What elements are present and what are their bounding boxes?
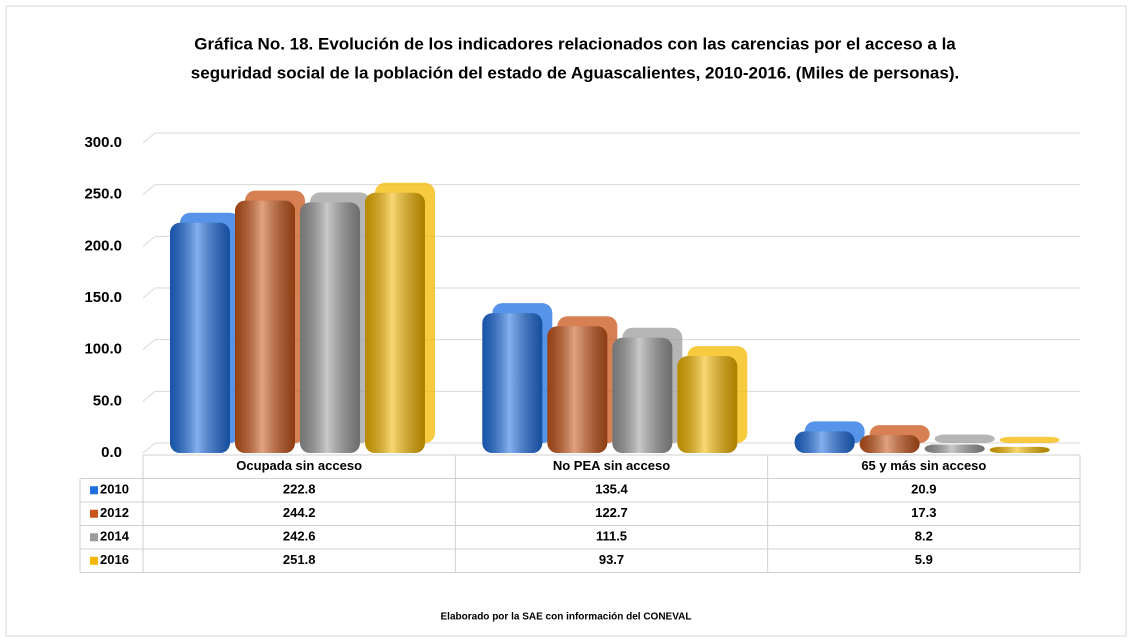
y-tick-label: 250.0 [84,186,122,203]
source-note: Elaborado por la SAE con información del… [441,612,692,623]
bar-shine [170,222,230,453]
bar-shine [859,435,920,453]
grid-line [142,287,1080,299]
bar-depth [999,436,1060,443]
x-tick-label: No PEA sin acceso [553,458,670,473]
bar-depth [934,434,995,443]
bar-shine [989,446,1050,453]
legend-swatch [90,509,98,518]
bar-shine [794,431,855,453]
table-value: 251.8 [283,552,316,567]
table-value: 135.4 [595,482,628,497]
y-tick-label: 150.0 [84,289,122,306]
legend-swatch [90,533,98,542]
bar-shine [482,313,543,453]
grid-line [142,339,1080,351]
grid-line [142,390,1080,402]
table-value: 93.7 [599,552,624,567]
grid-line [142,442,1080,454]
table-value: 242.6 [283,529,316,544]
legend-swatch [90,556,98,565]
bar-shine [300,202,360,453]
y-tick-label: 100.0 [84,341,122,358]
legend-swatch [90,486,98,495]
table-value: 8.2 [915,529,933,544]
x-tick-label: Ocupada sin acceso [236,458,362,473]
chart-title: seguridad social de la población del est… [191,63,959,82]
legend-label: 2016 [100,552,129,567]
table-value: 5.9 [915,552,933,567]
bar-shine [365,192,425,453]
x-tick-label: 65 y más sin acceso [861,458,986,473]
grid-line [142,132,1080,144]
y-tick-label: 200.0 [84,237,122,254]
bar-shine [677,356,738,453]
table-value: 222.8 [283,482,316,497]
grid-line [142,184,1080,196]
y-tick-label: 50.0 [93,392,122,409]
chart-title: Gráfica No. 18. Evolución de los indicad… [194,34,956,53]
table-value: 122.7 [595,505,628,520]
bar-shine [612,337,673,453]
bar-shine [924,444,985,453]
bar-shine [235,200,295,453]
table-value: 20.9 [911,482,936,497]
legend-label: 2014 [100,529,130,544]
bar-shine [547,326,608,453]
y-tick-label: 0.0 [101,444,122,461]
table-value: 111.5 [596,529,627,544]
grid-line [142,235,1080,247]
table-value: 244.2 [283,505,316,520]
y-tick-label: 300.0 [84,134,122,151]
table-value: 17.3 [911,505,936,520]
legend-label: 2012 [100,505,129,520]
legend-label: 2010 [100,482,129,497]
